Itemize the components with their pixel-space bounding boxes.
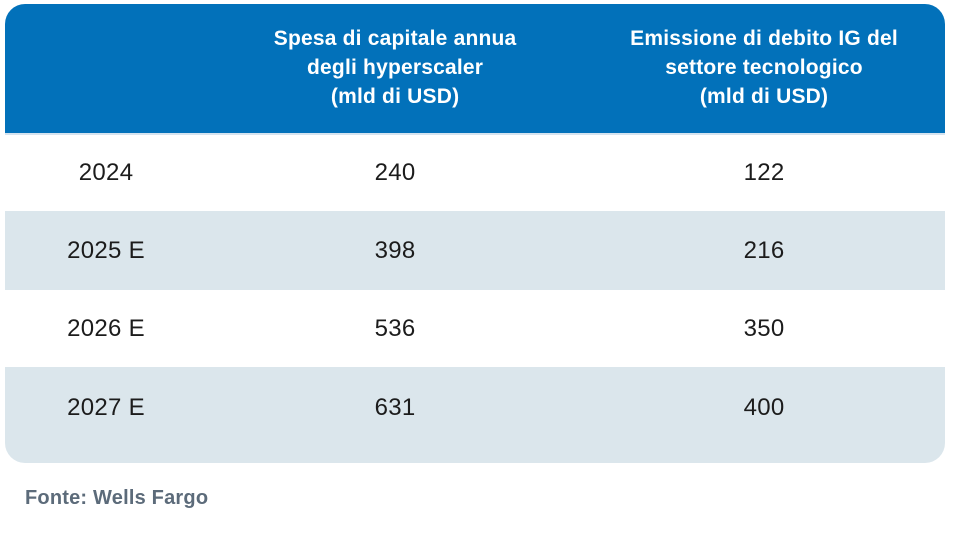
row-year: 2026 E <box>67 314 145 342</box>
row-year: 2027 E <box>67 394 145 421</box>
row-debt-value: 122 <box>743 159 785 186</box>
row-capex-value: 536 <box>374 314 416 342</box>
table-row: 2027 E 631 400 <box>5 367 945 463</box>
row-debt-value: 350 <box>743 314 785 342</box>
source-note: Fonte: Wells Fargo <box>25 487 209 509</box>
row-capex-value: 398 <box>374 236 416 264</box>
data-table: Spesa di capitale annua degli hyperscale… <box>5 4 945 463</box>
column-header-debt: Emissione di debito IG del settore tecno… <box>630 27 898 108</box>
row-debt-value: 216 <box>743 236 785 264</box>
column-header-capex: Spesa di capitale annua degli hyperscale… <box>273 27 517 108</box>
table-row: 2024 240 122 <box>5 135 945 211</box>
row-capex-value: 240 <box>374 159 416 186</box>
table-header-row: Spesa di capitale annua degli hyperscale… <box>5 4 945 135</box>
row-capex-value: 631 <box>374 394 416 421</box>
row-debt-value: 400 <box>743 394 785 421</box>
table-row: 2025 E 398 216 <box>5 211 945 290</box>
row-year: 2025 E <box>67 236 145 264</box>
table-row: 2026 E 536 350 <box>5 290 945 367</box>
row-year: 2024 <box>78 159 134 186</box>
